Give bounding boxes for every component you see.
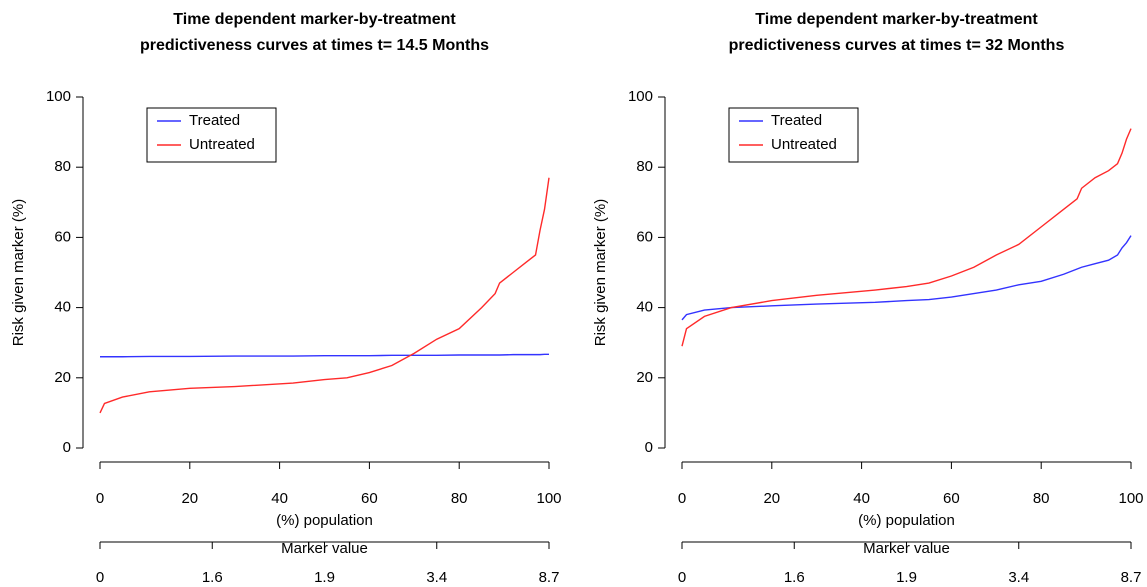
y-tick-label: 0	[645, 439, 653, 456]
legend-label: Untreated	[189, 136, 255, 153]
y-tick-label: 100	[46, 88, 71, 105]
marker-axis-label: Marker value	[863, 540, 950, 557]
y-tick-label: 0	[63, 439, 71, 456]
legend-label: Treated	[189, 112, 240, 129]
y-tick-label: 20	[636, 369, 653, 386]
marker-axis-label: Marker value	[281, 540, 368, 557]
y-axis-label: Risk given marker (%)	[592, 199, 609, 347]
marker-tick-label: 0	[678, 569, 686, 586]
x-tick-label: 100	[536, 490, 561, 507]
x-tick-label: 80	[1033, 490, 1050, 507]
x-tick-label: 0	[678, 490, 686, 507]
x-axis-label: (%) population	[276, 512, 373, 529]
marker-tick-label: 3.4	[1008, 569, 1029, 586]
legend-box	[146, 107, 277, 163]
marker-tick-label: 8.7	[1121, 569, 1142, 586]
x-tick-label: 20	[763, 490, 780, 507]
y-tick-label: 80	[54, 158, 71, 175]
x-tick-label: 40	[853, 490, 870, 507]
marker-tick-label: 3.4	[426, 569, 447, 586]
y-tick-label: 60	[54, 228, 71, 245]
series-line	[681, 128, 1132, 347]
y-tick-label: 60	[636, 228, 653, 245]
y-axis-label: Risk given marker (%)	[10, 199, 27, 347]
series-line	[100, 353, 549, 358]
y-tick-label: 100	[628, 88, 653, 105]
chart: Time dependent marker-by-treatment predic…	[10, 11, 562, 586]
chart-title: Time dependent marker-by-treatment	[173, 11, 456, 28]
chart: Time dependent marker-by-treatment predic…	[592, 11, 1144, 586]
x-tick-label: 20	[181, 490, 198, 507]
x-axis-label: (%) population	[858, 512, 955, 529]
series-line	[681, 235, 1132, 321]
legend-label: Untreated	[771, 136, 837, 153]
x-tick-label: 60	[943, 490, 960, 507]
marker-tick-label: 8.7	[539, 569, 560, 586]
x-tick-label: 80	[451, 490, 468, 507]
x-tick-label: 0	[96, 490, 104, 507]
y-tick-label: 40	[636, 299, 653, 316]
legend-box	[728, 107, 859, 163]
marker-tick-label: 1.6	[784, 569, 805, 586]
chart-title: predictiveness curves at times t= 14.5 M…	[140, 37, 489, 54]
legend-label: Treated	[771, 112, 822, 129]
x-tick-label: 60	[361, 490, 378, 507]
y-tick-label: 20	[54, 369, 71, 386]
x-tick-label: 100	[1118, 490, 1143, 507]
marker-tick-label: 1.9	[314, 569, 335, 586]
y-tick-label: 40	[54, 299, 71, 316]
x-tick-label: 40	[271, 490, 288, 507]
series-line	[99, 177, 550, 414]
marker-tick-label: 1.9	[896, 569, 917, 586]
chart-title: Time dependent marker-by-treatment	[755, 11, 1038, 28]
marker-tick-label: 0	[96, 569, 104, 586]
marker-tick-label: 1.6	[202, 569, 223, 586]
chart-title: predictiveness curves at times t= 32 Mon…	[729, 37, 1065, 54]
y-tick-label: 80	[636, 158, 653, 175]
